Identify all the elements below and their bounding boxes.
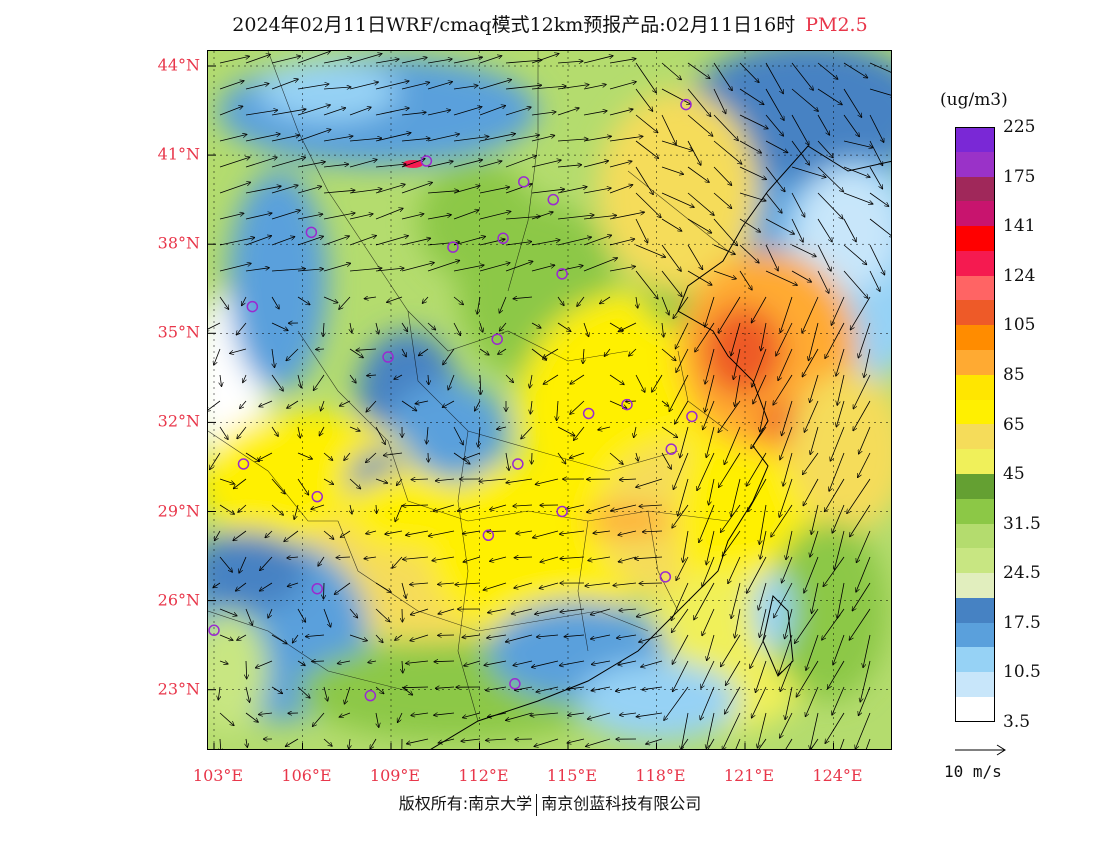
legend-label: 225 bbox=[1003, 117, 1036, 137]
lon-tick-label: 121°E bbox=[723, 766, 775, 785]
legend-swatch bbox=[955, 226, 995, 251]
legend-swatch bbox=[955, 473, 995, 499]
legend-swatch bbox=[955, 622, 995, 648]
lat-tick-label: 44°N bbox=[157, 55, 200, 75]
legend-swatch bbox=[955, 374, 995, 400]
lon-tick-label: 112°E bbox=[458, 766, 509, 785]
legend-swatch bbox=[955, 696, 995, 722]
legend-swatch bbox=[955, 275, 995, 301]
legend-label: 3.5 bbox=[1003, 712, 1031, 732]
legend-swatch bbox=[955, 449, 995, 474]
station-marker bbox=[547, 193, 559, 206]
legend-swatch bbox=[955, 523, 995, 549]
legend-label: 175 bbox=[1003, 166, 1036, 187]
title-text: 2024年02月11日WRF/cmaq模式12km预报产品:02月11日16时 bbox=[232, 14, 796, 36]
legend-label: 141 bbox=[1003, 216, 1036, 237]
legend-swatch bbox=[955, 597, 995, 623]
legend-label: 85 bbox=[1003, 364, 1025, 385]
legend-swatch bbox=[955, 672, 995, 697]
station-marker bbox=[311, 582, 323, 595]
lat-tick-label: 35°N bbox=[157, 322, 200, 342]
legend-swatch bbox=[955, 498, 995, 524]
station-marker bbox=[582, 407, 595, 420]
forecast-map[interactable] bbox=[207, 50, 892, 750]
legend-swatch bbox=[955, 647, 995, 673]
lat-tick-label: 32°N bbox=[157, 411, 200, 431]
legend-label: 105 bbox=[1003, 315, 1036, 336]
station-marker bbox=[680, 98, 692, 111]
lon-tick-label: 103°E bbox=[192, 766, 244, 785]
station-marker bbox=[518, 176, 530, 188]
lon-tick-label: 124°E bbox=[812, 766, 863, 785]
legend-swatch bbox=[955, 399, 995, 425]
station-marker bbox=[208, 624, 220, 637]
province-borders bbox=[208, 51, 891, 749]
lon-tick-label: 115°E bbox=[546, 766, 598, 785]
legend-label: 24.5 bbox=[1003, 563, 1041, 584]
station-marker bbox=[497, 232, 509, 245]
station-marker bbox=[659, 571, 672, 583]
station-marker bbox=[420, 155, 433, 167]
legend-label: 31.5 bbox=[1003, 513, 1041, 534]
copyright-right: 南京创蓝科技有限公司 bbox=[541, 794, 702, 813]
station-marker bbox=[482, 529, 495, 542]
legend-label: 124 bbox=[1003, 265, 1036, 286]
station-marker bbox=[246, 300, 259, 313]
lat-tick-label: 41°N bbox=[157, 144, 200, 164]
legend-swatch bbox=[955, 424, 995, 450]
map-canvas bbox=[208, 51, 891, 749]
legend-label: 17.5 bbox=[1003, 612, 1041, 633]
lon-tick-label: 106°E bbox=[281, 766, 332, 785]
color-legend bbox=[955, 127, 995, 722]
legend-swatch bbox=[955, 350, 995, 375]
lon-tick-label: 118°E bbox=[635, 766, 686, 785]
legend-swatch bbox=[955, 573, 995, 598]
wind-reference-arrow bbox=[955, 744, 1006, 756]
legend-swatch bbox=[955, 548, 995, 574]
copyright-left: 版权所有:南京大学 bbox=[398, 794, 533, 813]
legend-swatch bbox=[955, 300, 995, 326]
legend-swatch bbox=[955, 201, 995, 227]
station-marker bbox=[491, 333, 503, 345]
station-marker bbox=[621, 398, 633, 411]
legend-swatch bbox=[955, 250, 995, 276]
lat-tick-label: 26°N bbox=[157, 590, 200, 610]
legend-label: 45 bbox=[1003, 464, 1025, 485]
legend-swatch bbox=[955, 325, 995, 351]
legend-swatch bbox=[955, 176, 995, 202]
station-marker bbox=[382, 351, 394, 363]
station-marker bbox=[556, 268, 568, 280]
pollutant-name: PM2.5 bbox=[805, 14, 868, 36]
map-title: 2024年02月11日WRF/cmaq模式12km预报产品:02月11日16时 P… bbox=[0, 10, 1100, 37]
station-marker bbox=[509, 678, 521, 690]
lat-tick-label: 29°N bbox=[157, 501, 200, 520]
legend-label: 65 bbox=[1003, 414, 1025, 435]
city-stations bbox=[208, 98, 698, 702]
legend-unit: (ug/m3) bbox=[940, 90, 1008, 110]
station-marker bbox=[305, 226, 318, 239]
station-marker bbox=[686, 410, 698, 423]
legend-label: 10.5 bbox=[1003, 662, 1041, 683]
wind-vectors bbox=[208, 51, 891, 749]
station-marker bbox=[665, 443, 677, 455]
wind-reference-label: 10 m/s bbox=[944, 762, 1002, 781]
lat-tick-label: 38°N bbox=[157, 233, 200, 253]
station-marker bbox=[556, 505, 568, 518]
station-marker bbox=[237, 458, 250, 470]
station-marker bbox=[311, 490, 323, 503]
lon-tick-label: 109°E bbox=[369, 766, 421, 785]
station-marker bbox=[364, 689, 377, 702]
station-marker bbox=[447, 241, 459, 253]
lat-tick-label: 23°N bbox=[157, 679, 200, 699]
legend-swatch bbox=[955, 127, 995, 152]
copyright-separator bbox=[536, 793, 538, 816]
legend-swatch bbox=[955, 151, 995, 177]
station-marker bbox=[512, 458, 524, 470]
copyright: 版权所有:南京大学 南京创蓝科技有限公司 bbox=[0, 790, 1100, 816]
